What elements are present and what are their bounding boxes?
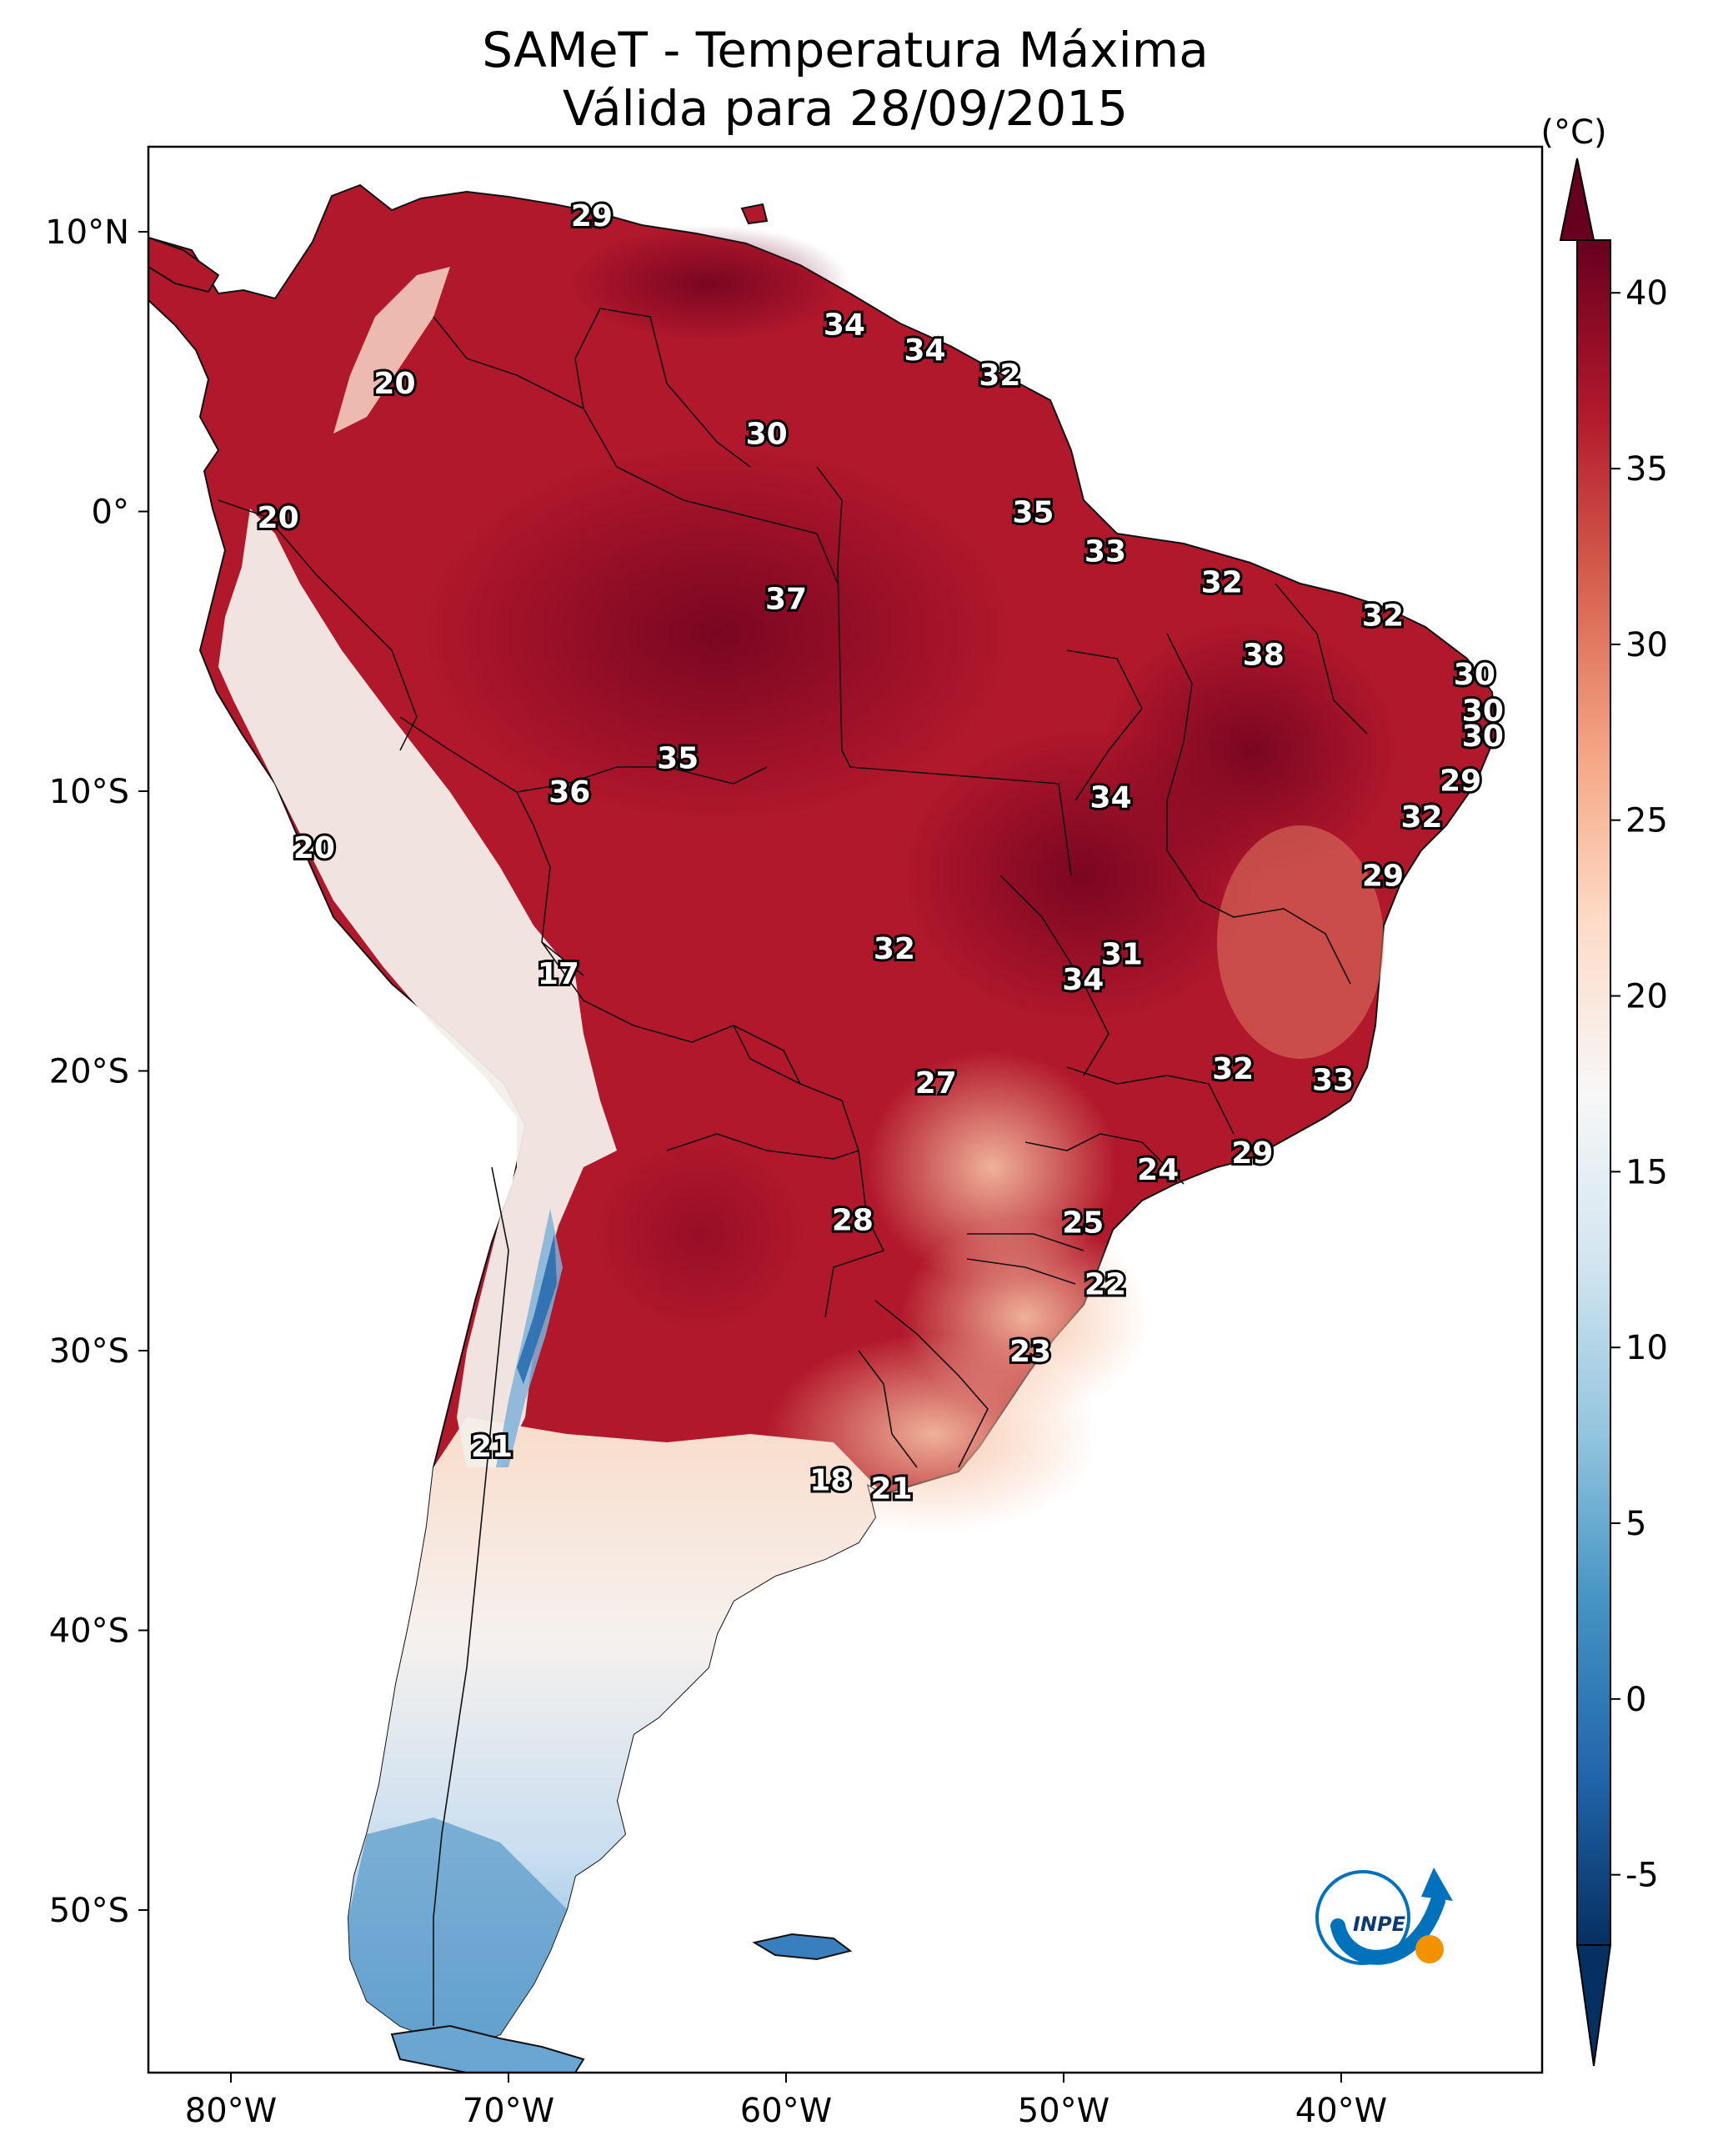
- station-value-label: 17: [538, 957, 579, 991]
- station-value-label: 32: [1401, 800, 1443, 835]
- station-value-label: 25: [1062, 1206, 1104, 1241]
- station-value-label: 29: [571, 199, 613, 233]
- logo-sun-dot: [1415, 1935, 1444, 1963]
- latitude-tick-label: 20°S: [49, 1053, 129, 1091]
- title-line-1: SAMeT - Temperatura Máxima: [482, 22, 1209, 78]
- station-value-label: 35: [1012, 496, 1054, 530]
- station-value-label: 32: [1201, 565, 1243, 599]
- station-value-label: 20: [373, 367, 415, 401]
- tierra-del-fuego: [390, 2024, 585, 2073]
- latitude-tick-label: 10°S: [49, 773, 129, 811]
- longitude-tick-label: 40°W: [1295, 2092, 1387, 2130]
- latitude-tick-label: 10°N: [45, 213, 129, 252]
- colorbar-tick-label: -5: [1625, 1857, 1659, 1895]
- andes-cool-band: [218, 509, 617, 1467]
- longitude-tick-label: 60°W: [740, 2092, 832, 2130]
- station-value-label: 30: [746, 418, 788, 452]
- patagonia-cold: [348, 1818, 567, 2047]
- longitude-tick-labels: 80°W 70°W 60°W 50°W 40°W: [185, 2073, 1387, 2130]
- colorbar-bottom-extend: [1575, 1944, 1612, 2067]
- colorbar-unit: (°C): [1540, 113, 1606, 152]
- station-value-label: 29: [1231, 1136, 1273, 1171]
- map-frame: [147, 145, 1544, 2074]
- andes-cold-deep: [517, 1234, 557, 1384]
- station-value-label: 30: [1462, 720, 1504, 754]
- latitude-tick-label: 30°S: [49, 1332, 129, 1371]
- station-value-label: 36: [548, 775, 590, 810]
- station-value-label: 20: [258, 501, 299, 535]
- caribbean-island: [740, 203, 769, 225]
- station-value-label: 21: [471, 1430, 513, 1464]
- station-value-label: 37: [765, 583, 807, 617]
- station-value-label: 32: [1362, 599, 1404, 634]
- station-value-label: 28: [832, 1203, 874, 1237]
- colorbar-body: [1576, 239, 1611, 1946]
- colorbar: (°C) 40 35 30 25 20 15 10 5 0 -5: [1540, 113, 1668, 2067]
- colorbar-tick-labels: 40 35 30 25 20 15 10 5 0 -5: [1610, 274, 1668, 1895]
- andes-northern-cool: [333, 267, 450, 434]
- station-value-label: 38: [1243, 639, 1285, 673]
- station-value-label: 20: [293, 831, 335, 865]
- station-value-label: 31: [1101, 938, 1143, 972]
- colorbar-tick-label: 5: [1625, 1505, 1646, 1543]
- colorbar-tick-label: 30: [1625, 626, 1668, 664]
- station-value-label: 32: [1212, 1052, 1254, 1086]
- station-value-label: 33: [1312, 1064, 1354, 1098]
- station-value-label: 30: [1462, 694, 1504, 729]
- country-borders: [218, 308, 1368, 2026]
- station-value-label: 29: [1440, 765, 1481, 799]
- title-line-2: Válida para 28/09/2015: [563, 80, 1128, 137]
- station-value-label: 32: [979, 358, 1020, 393]
- longitude-tick-label: 70°W: [463, 2092, 554, 2130]
- station-value-label: 34: [1090, 781, 1132, 815]
- station-value-label: 34: [1062, 963, 1104, 997]
- station-value-label: 24: [1137, 1153, 1179, 1187]
- colorbar-tick-label: 15: [1625, 1153, 1668, 1191]
- station-value-label: 27: [915, 1066, 957, 1101]
- colorbar-tick-label: 40: [1625, 274, 1668, 313]
- station-value-label: 35: [657, 742, 699, 776]
- station-value-label: 23: [1009, 1335, 1051, 1369]
- station-value-label: 30: [1454, 658, 1495, 692]
- station-value-label: 18: [809, 1463, 851, 1497]
- latitude-tick-label: 50°S: [49, 1892, 129, 1930]
- latitude-tick-label: 40°S: [49, 1612, 129, 1651]
- colorbar-tick-label: 10: [1625, 1329, 1668, 1367]
- inpe-logo: INPE: [1315, 1868, 1453, 1965]
- station-value-label: 34: [824, 308, 865, 343]
- latitude-tick-label: 0°: [92, 494, 129, 532]
- colorbar-tick-label: 0: [1625, 1681, 1646, 1719]
- longitude-tick-label: 80°W: [185, 2092, 277, 2130]
- colorbar-tick-label: 25: [1625, 802, 1668, 840]
- longitude-tick-label: 50°W: [1018, 2092, 1109, 2130]
- colorbar-tick-label: 35: [1625, 450, 1668, 489]
- colorbar-top-extend: [1559, 158, 1595, 241]
- logo-text: INPE: [1353, 1913, 1406, 1936]
- station-value-label: 32: [874, 932, 915, 966]
- falkland-islands: [752, 1933, 853, 1961]
- station-value-label: 21: [870, 1472, 912, 1506]
- latitude-tick-labels: 10°N 0° 10°S 20°S 30°S 40°S 50°S: [45, 213, 148, 1930]
- central-america: [148, 236, 220, 293]
- station-value-label: 22: [1084, 1267, 1126, 1301]
- station-value-label: 33: [1084, 534, 1126, 569]
- colorbar-tick-label: 20: [1625, 978, 1668, 1016]
- station-value-label: 29: [1362, 860, 1404, 894]
- station-value-label: 34: [904, 333, 945, 368]
